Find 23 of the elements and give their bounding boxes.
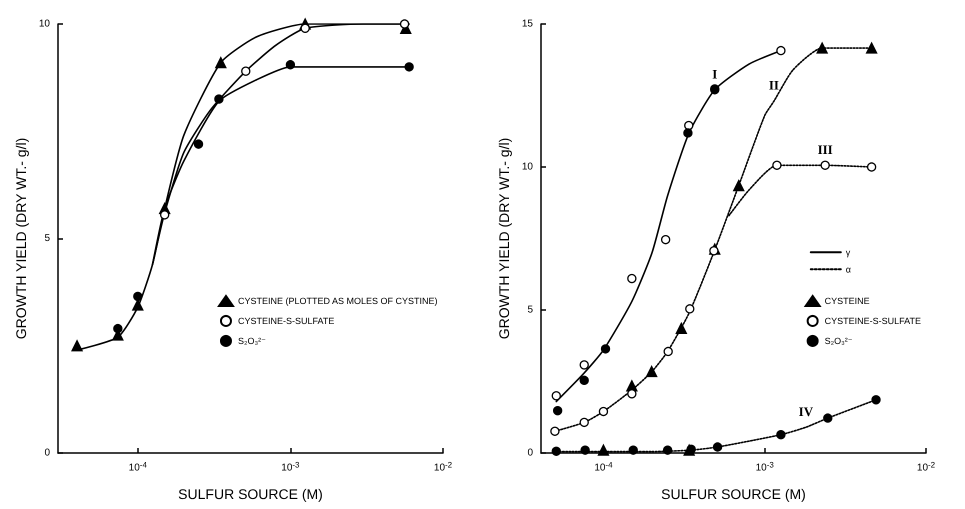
x-axis-title: SULFUR SOURCE (M) [178,486,323,502]
y-tick-label: 5 [44,233,50,244]
y-tick-label: 15 [521,18,533,30]
annotation: IV [798,404,814,419]
legend-label: γ [845,247,850,258]
y-tick-label: 5 [526,304,533,316]
legend-label: CYSTEINE-S-SULFATE [824,316,921,326]
y-tick-label: 0 [44,448,50,458]
y-axis-title: GROWTH YIELD (DRY WT.- g/l) [495,138,512,340]
legend-label: CYSTEINE (PLOTTED AS MOLES OF CYSTINE) [238,296,438,306]
y-axis-title: GROWTH YIELD (DRY WT.- g/l) [12,138,29,340]
annotation: II [768,78,778,93]
x-axis-title: SULFUR SOURCE (M) [660,486,806,502]
y-tick-label: 10 [521,162,533,172]
legend-label: CYSTEINE-S-SULFATE [238,316,334,326]
annotation: III [817,142,832,157]
legend-label: CYSTEINE [824,296,870,306]
y-tick-label: 10 [38,18,50,30]
legend-label: S₂O₃²⁻ [824,336,852,346]
annotation: I [712,66,717,82]
y-tick-label: 0 [526,448,533,458]
legend-label: S₂O₃²⁻ [238,336,266,346]
legend-label: α [845,264,850,274]
